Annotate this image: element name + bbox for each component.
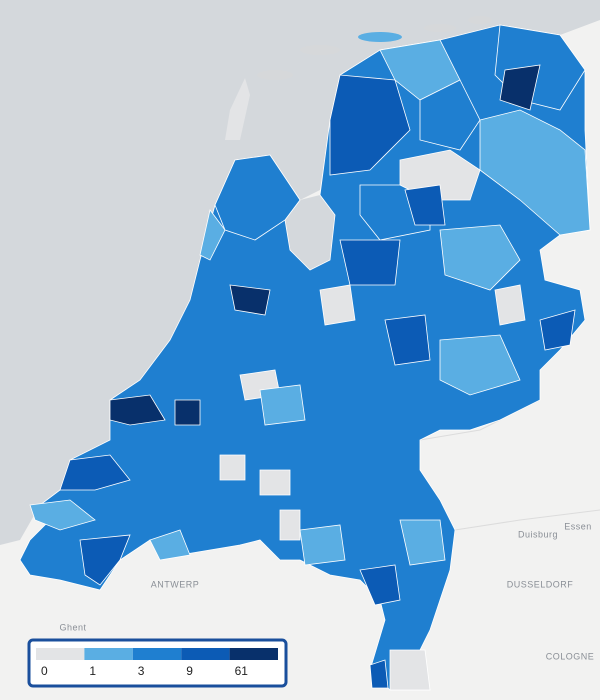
legend-label: 1 bbox=[89, 664, 96, 678]
legend-swatch bbox=[132, 648, 182, 660]
legend-label: 0 bbox=[41, 664, 48, 678]
legend-label: 61 bbox=[235, 664, 249, 678]
municipalities bbox=[19, 24, 591, 691]
place-label: DUSSELDORF bbox=[507, 579, 574, 589]
place-label: ANTWERP bbox=[151, 579, 200, 589]
legend-swatch bbox=[181, 648, 230, 660]
island bbox=[468, 16, 492, 24]
island bbox=[225, 78, 250, 140]
legend-swatch bbox=[36, 648, 85, 660]
legend-label: 3 bbox=[138, 664, 145, 678]
island bbox=[424, 24, 456, 32]
place-label: Essen bbox=[564, 521, 592, 531]
legend-box bbox=[27, 638, 288, 688]
legend-label: 9 bbox=[186, 664, 193, 678]
island bbox=[257, 70, 293, 80]
island bbox=[300, 45, 340, 55]
sea bbox=[0, 0, 600, 545]
island bbox=[358, 32, 402, 42]
place-label: Duisburg bbox=[518, 529, 558, 539]
place-label: Ghent bbox=[59, 622, 86, 632]
legend-swatch bbox=[229, 648, 278, 660]
lake bbox=[285, 195, 335, 270]
place-label: COLOGNE bbox=[546, 651, 595, 661]
legend-swatch bbox=[84, 648, 133, 660]
